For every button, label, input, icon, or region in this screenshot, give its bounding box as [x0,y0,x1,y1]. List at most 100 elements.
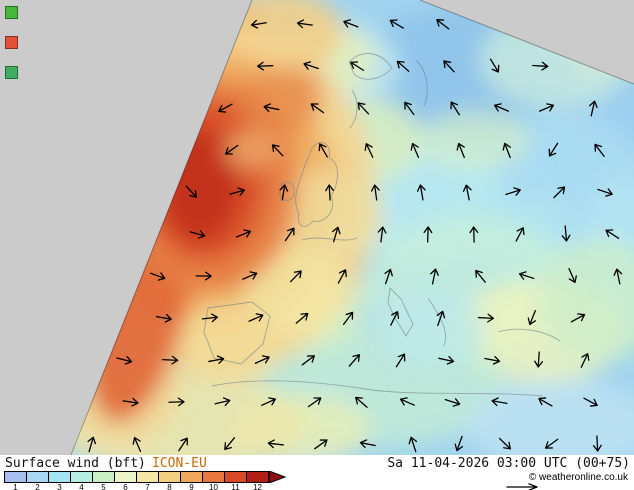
wind-arrow [261,397,277,406]
legend-cell-4 [70,471,93,483]
wind-arrow [597,188,613,197]
wind-arrow [399,397,415,406]
wind-arrow [493,103,510,112]
wind-arrow [343,19,359,28]
wind-arrow [284,227,295,242]
wind-arrow [489,58,500,73]
legend-tick-10: 10 [209,483,218,490]
wind-arrow [201,313,219,323]
valid-time-label: Sa 11-04-2026 03:00 UTC (00+75) [387,456,630,471]
wind-arrow [155,313,172,323]
wind-arrow [527,309,537,326]
wind-arrow [588,100,598,117]
wind-arrow [390,311,400,326]
wind-arrow [443,60,455,73]
wind-arrow [438,355,455,365]
wind-arrow [561,225,571,242]
legend-tick-7: 7 [145,483,150,490]
wind-arrow [583,397,598,407]
legend-cell-12 [246,471,269,483]
wind-arrow [475,269,486,283]
wind-arrow [224,144,239,155]
legend-cell-3 [48,471,71,483]
wind-arrow [296,19,313,29]
legend-tick-3: 3 [57,483,62,490]
legend-cell-7 [136,471,159,483]
wind-arrow [450,101,460,116]
copyright-label: © weatheronline.co.uk [528,472,628,483]
wind-arrow [594,143,605,158]
model-name: ICON-EU [152,456,207,471]
wind-direction-arrows [87,19,623,453]
wind-arrow [545,438,559,449]
wind-arrow [271,144,284,157]
wind-arrow [592,435,602,452]
wind-arrow [87,436,97,453]
wind-arrow [357,102,370,115]
wind-arrow [502,142,511,159]
wind-arrow [248,313,264,322]
wind-arrow [350,61,365,71]
legend-tick-2: 2 [35,483,40,490]
wind-arrow [384,268,393,285]
legend-cell-1 [4,471,27,483]
legend-tick-6: 6 [123,483,128,490]
wind-arrow [377,226,387,243]
wind-arrow [416,184,426,201]
wind-arrow [257,61,274,71]
wind-arrow [389,19,404,29]
wind-arrow [189,230,206,239]
wind-arrow [310,103,325,114]
wind-arrow [303,61,319,70]
legend-cell-11 [224,471,247,483]
wind-arrow [218,103,233,113]
legend-tick-1: 1 [13,483,18,490]
wind-arrow [314,439,328,450]
wind-arrow [168,397,185,407]
coastlines [203,53,561,397]
wind-arrow [396,60,410,72]
wind-arrow [185,185,197,198]
wind-arrow [505,187,521,196]
wind-arrow [548,142,559,157]
wind-arrow [195,271,212,281]
wind-arrow [538,103,555,112]
wind-arrow [267,439,284,449]
wind-arrow [491,397,508,407]
wind-arrow [436,19,450,30]
wind-map [0,0,634,455]
wind-arrow [553,186,566,199]
wind-arrow [570,313,586,323]
projection-edge-lines [70,0,634,455]
wind-arrow-key-icon [506,483,538,490]
wind-arrow [263,103,280,113]
map-canvas [0,0,634,455]
legend-tick-8: 8 [167,483,172,490]
wind-arrow [484,355,501,365]
wind-arrow [613,268,623,285]
wind-arrow [532,61,549,71]
legend-cell-9 [180,471,203,483]
wind-arrow [224,437,236,451]
wind-arrow [454,435,464,452]
wind-arrow [229,187,245,196]
wind-arrow [250,19,267,29]
wind-arrow [307,397,322,408]
wind-speed-legend: 1 2 3 4 5 6 7 8 9 10 11 12 [4,471,304,490]
wind-arrow [423,226,433,243]
wind-arrow [348,354,361,367]
wind-arrow [515,227,525,242]
legend-tick-4: 4 [79,483,84,490]
wind-arrow [568,268,577,284]
wind-arrow [462,184,472,201]
legend-tick-11: 11 [231,483,240,490]
wind-arrow [325,184,334,201]
wind-arrow [580,353,590,368]
wind-arrow [605,229,620,239]
wind-arrow [178,437,188,452]
wind-arrow [518,271,535,280]
legend-cell-8 [158,471,181,483]
wind-arrow [395,353,406,368]
wind-arrow [132,436,142,452]
